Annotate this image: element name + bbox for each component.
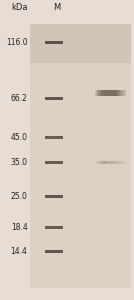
Bar (114, 90, 115, 96)
Bar (99, 90, 100, 96)
Bar (45, 226, 63, 229)
Bar (105, 161, 106, 164)
Text: kDa: kDa (11, 3, 27, 12)
Bar (125, 90, 126, 96)
Bar (122, 161, 123, 164)
Bar (125, 161, 126, 164)
Bar (118, 161, 119, 164)
Bar (113, 90, 114, 96)
Bar (96, 90, 98, 96)
Bar (105, 161, 107, 164)
Bar (45, 136, 63, 139)
Bar (111, 90, 113, 96)
Bar (109, 161, 110, 164)
Bar (45, 195, 63, 198)
Bar (45, 41, 63, 44)
Bar (98, 161, 100, 164)
Bar (121, 90, 122, 96)
Bar (117, 90, 118, 96)
Text: 35.0: 35.0 (10, 158, 27, 167)
Bar (115, 161, 116, 164)
Text: 116.0: 116.0 (6, 38, 27, 47)
Bar (105, 90, 107, 96)
Bar (45, 250, 63, 253)
Bar (98, 90, 100, 96)
Bar (114, 161, 115, 164)
Bar (103, 161, 105, 164)
Bar (99, 161, 100, 164)
Bar (116, 90, 117, 96)
Text: 25.0: 25.0 (11, 192, 27, 201)
Bar (119, 90, 120, 96)
Bar (97, 90, 98, 96)
Bar (111, 161, 112, 164)
Bar (107, 90, 108, 96)
Text: 66.2: 66.2 (11, 94, 27, 103)
Bar (109, 90, 111, 96)
Bar (116, 161, 117, 164)
Bar (111, 90, 112, 96)
Bar (120, 161, 121, 164)
Bar (124, 161, 125, 164)
Bar (111, 161, 113, 164)
Bar (100, 90, 102, 96)
Bar (103, 90, 104, 96)
Bar (119, 161, 120, 164)
Bar (45, 98, 63, 100)
Bar (109, 90, 110, 96)
Bar (45, 161, 63, 164)
Bar (105, 90, 106, 96)
Bar (115, 90, 116, 96)
Text: M: M (53, 3, 60, 12)
Text: 18.4: 18.4 (11, 223, 27, 232)
Bar (123, 90, 124, 96)
Bar (100, 161, 102, 164)
Bar (118, 90, 119, 96)
Bar (95, 161, 96, 164)
Bar (101, 161, 103, 164)
Bar (30, 24, 131, 288)
Bar (120, 90, 121, 96)
Bar (113, 161, 114, 164)
Bar (117, 161, 118, 164)
Bar (107, 161, 108, 164)
Bar (109, 161, 111, 164)
Text: 14.4: 14.4 (11, 247, 27, 256)
Bar (95, 90, 96, 96)
Bar (30, 24, 131, 63)
Bar (122, 90, 123, 96)
Bar (123, 161, 124, 164)
Bar (121, 161, 122, 164)
Bar (103, 90, 105, 96)
Bar (103, 161, 104, 164)
Bar (96, 161, 98, 164)
Bar (101, 90, 103, 96)
Text: 45.0: 45.0 (10, 133, 27, 142)
Bar (107, 161, 109, 164)
Bar (124, 90, 125, 96)
Bar (107, 90, 109, 96)
Bar (97, 161, 98, 164)
